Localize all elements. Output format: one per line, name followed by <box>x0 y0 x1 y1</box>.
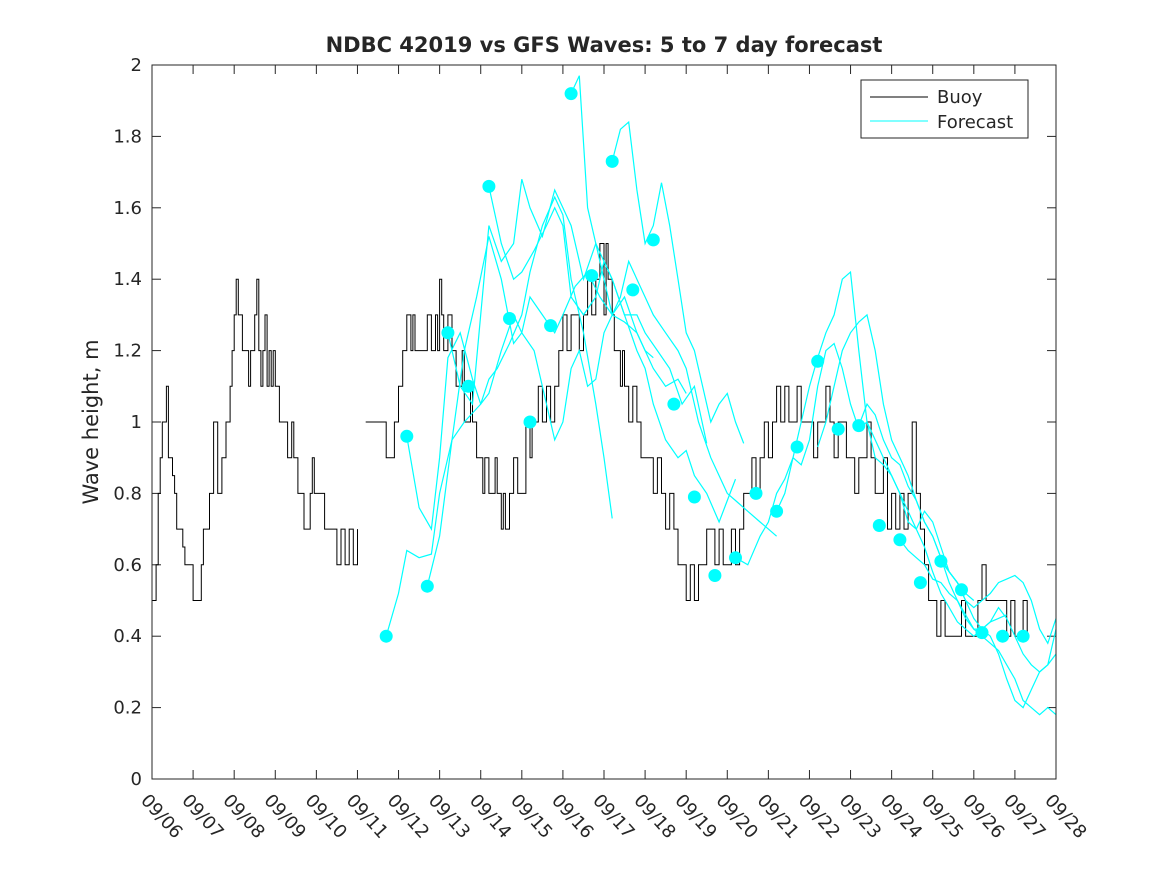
ytick-label: 0.2 <box>113 698 142 719</box>
forecast-point-14 <box>667 397 681 411</box>
forecast-line-3 <box>447 179 708 444</box>
forecast-point-19 <box>770 504 784 518</box>
ytick-label: 1.6 <box>113 198 142 219</box>
forecast-point-31 <box>1016 629 1030 643</box>
forecast-point-0 <box>379 629 393 643</box>
forecast-point-12 <box>626 283 640 297</box>
buoy-line-segment-0 <box>152 278 358 601</box>
y-axis-label: Wave height, m <box>79 339 103 504</box>
forecast-point-1 <box>400 429 414 443</box>
forecast-point-22 <box>831 422 845 436</box>
chart-title: NDBC 42019 vs GFS Waves: 5 to 7 day fore… <box>326 33 883 57</box>
forecast-point-9 <box>564 87 578 101</box>
forecast-point-15 <box>687 490 701 504</box>
forecast-point-27 <box>934 554 948 568</box>
ytick-label: 0.4 <box>113 626 142 647</box>
forecast-point-3 <box>441 326 455 340</box>
ytick-label: 2 <box>131 55 142 76</box>
forecast-line-4 <box>488 186 737 524</box>
forecast-point-7 <box>523 415 537 429</box>
plot-frame <box>151 64 1057 780</box>
forecast-point-21 <box>811 354 825 368</box>
forecast-line-8 <box>776 270 1007 637</box>
ytick-label: 1 <box>131 412 142 433</box>
plot-area <box>152 65 1056 779</box>
forecast-point-17 <box>729 551 742 565</box>
forecast-point-25 <box>893 533 907 547</box>
ytick-label: 0.6 <box>113 555 142 576</box>
forecast-line-2 <box>426 236 687 587</box>
ytick-label: 0 <box>131 769 142 790</box>
forecast-point-18 <box>749 486 763 500</box>
forecast-point-4 <box>461 379 475 393</box>
forecast-point-20 <box>790 440 804 454</box>
legend: Buoy Forecast <box>860 79 1029 139</box>
ytick-label: 1.2 <box>113 341 142 362</box>
forecast-point-16 <box>708 569 722 582</box>
legend-label-forecast: Forecast <box>937 112 1013 133</box>
forecast-point-11 <box>605 154 619 168</box>
forecast-point-13 <box>646 233 660 247</box>
forecast-point-23 <box>852 419 866 433</box>
forecast-line-6 <box>611 120 745 444</box>
forecast-point-26 <box>913 576 927 590</box>
forecast-point-28 <box>955 583 968 597</box>
forecast-point-8 <box>544 319 558 333</box>
forecast-line-5 <box>570 75 777 537</box>
ytick-label: 0.8 <box>113 483 142 504</box>
forecast-points <box>379 87 1030 643</box>
y-axis-tick-labels: 0 0.2 0.4 0.6 0.8 1 1.2 1.4 1.6 1.8 2 <box>113 55 142 790</box>
forecast-point-5 <box>482 179 496 193</box>
forecast-point-2 <box>420 579 434 593</box>
forecast-line-1 <box>406 295 654 531</box>
legend-box <box>860 79 1029 139</box>
ytick-label: 1.4 <box>113 269 142 290</box>
forecast-point-6 <box>503 312 516 325</box>
forecast-point-29 <box>975 626 989 640</box>
forecast-point-24 <box>872 519 886 532</box>
legend-label-buoy: Buoy <box>937 87 983 108</box>
forecast-point-10 <box>585 269 599 283</box>
ytick-label: 1.8 <box>113 126 142 147</box>
forecast-point-30 <box>996 629 1010 643</box>
